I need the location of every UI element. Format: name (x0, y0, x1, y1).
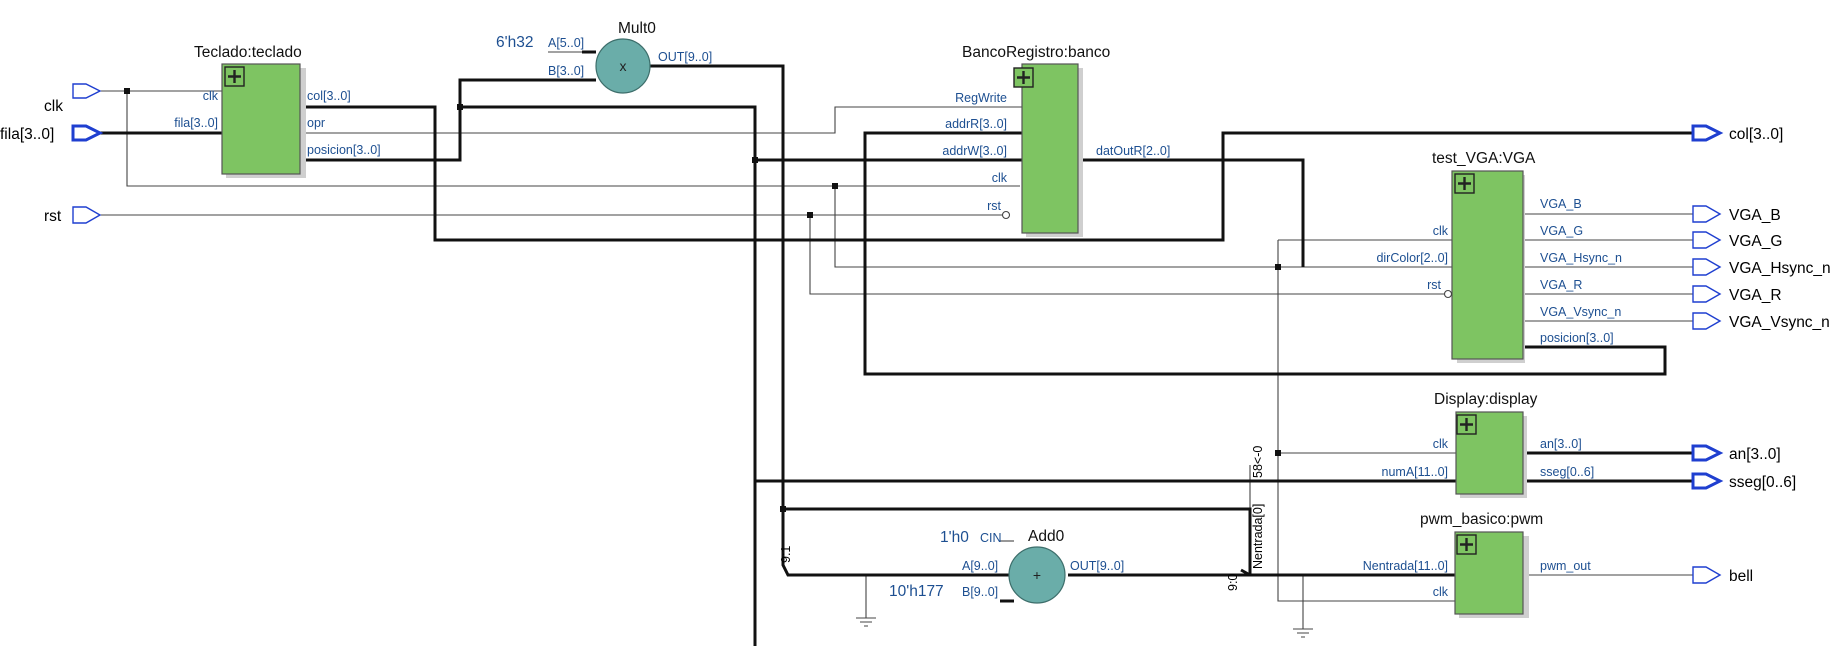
bus-wires (100, 50, 1693, 646)
svg-text:dirColor[2..0]: dirColor[2..0] (1376, 251, 1448, 265)
svg-text:B[9..0]: B[9..0] (962, 585, 998, 599)
output-pin-an[interactable]: an[3..0] (1691, 444, 1781, 463)
thin-wires (86, 51, 1693, 629)
svg-text:VGA_Vsync_n: VGA_Vsync_n (1729, 314, 1830, 331)
svg-text:an[3..0]: an[3..0] (1540, 437, 1582, 451)
svg-text:BancoRegistro:banco: BancoRegistro:banco (962, 44, 1110, 61)
svg-text:VGA_B: VGA_B (1729, 207, 1781, 224)
svg-text:fila[3..0]: fila[3..0] (0, 126, 54, 143)
svg-text:CIN: CIN (980, 531, 1002, 545)
svg-text:Mult0: Mult0 (618, 20, 656, 37)
svg-text:bell: bell (1729, 568, 1753, 585)
svg-text:pwm_basico:pwm: pwm_basico:pwm (1420, 511, 1543, 528)
svg-text:Nentrada[11..0]: Nentrada[11..0] (1363, 559, 1448, 573)
expand-icon[interactable] (1013, 67, 1034, 88)
input-pin-rst[interactable]: rst (44, 206, 102, 225)
expand-icon[interactable] (224, 66, 245, 87)
svg-text:Teclado:teclado: Teclado:teclado (194, 44, 302, 61)
svg-text:sseg[0..6]: sseg[0..6] (1729, 474, 1796, 491)
svg-text:OUT[9..0]: OUT[9..0] (1070, 559, 1124, 573)
svg-text:Display:display: Display:display (1434, 391, 1538, 408)
svg-text:rst: rst (44, 208, 62, 225)
shift-label: 58<-0 (1251, 446, 1265, 478)
expand-icon[interactable] (1456, 414, 1477, 435)
svg-text:col[3..0]: col[3..0] (307, 89, 351, 103)
svg-text:6'h32: 6'h32 (496, 34, 533, 51)
svg-text:Add0: Add0 (1028, 528, 1065, 545)
block-banco-registro[interactable]: BancoRegistro:banco RegWrite addrR[3..0]… (942, 44, 1170, 237)
svg-text:VGA_Vsync_n: VGA_Vsync_n (1540, 305, 1621, 319)
svg-text:VGA_R: VGA_R (1729, 287, 1782, 304)
svg-text:test_VGA:VGA: test_VGA:VGA (1432, 150, 1536, 167)
svg-text:OUT[9..0]: OUT[9..0] (658, 50, 712, 64)
ground-symbol (856, 617, 876, 627)
svg-text:posicion[3..0]: posicion[3..0] (1540, 331, 1614, 345)
output-pin-bell[interactable]: bell (1692, 566, 1753, 585)
svg-text:rst: rst (987, 199, 1001, 213)
svg-text:numA[11..0]: numA[11..0] (1382, 465, 1448, 479)
output-pin-vga-vsync[interactable]: VGA_Vsync_n (1692, 312, 1830, 331)
svg-text:rst: rst (1427, 278, 1441, 292)
nentrada-tap-label: Nentrada[0] (1251, 504, 1265, 569)
input-pin-fila[interactable]: fila[3..0] (0, 124, 104, 143)
svg-text:addrR[3..0]: addrR[3..0] (945, 117, 1007, 131)
operator-mult0[interactable]: Mult0 x 6'h32 A[5..0] B[3..0] OUT[9..0] (496, 20, 712, 94)
svg-text:fila[3..0]: fila[3..0] (174, 116, 218, 130)
svg-text:VGA_Hsync_n: VGA_Hsync_n (1540, 251, 1622, 265)
svg-text:posicion[3..0]: posicion[3..0] (307, 143, 381, 157)
svg-text:an[3..0]: an[3..0] (1729, 446, 1781, 463)
block-teclado[interactable]: Teclado:teclado clk fila[3..0] col[3..0]… (174, 44, 381, 178)
operator-add0[interactable]: Add0 + 1'h0 CIN A[9..0] 10'h177 B[9..0] … (889, 528, 1124, 604)
svg-text:RegWrite: RegWrite (955, 91, 1007, 105)
svg-text:sseg[0..6]: sseg[0..6] (1540, 465, 1594, 479)
block-pwm-basico[interactable]: pwm_basico:pwm Nentrada[11..0] clk pwm_o… (1363, 511, 1591, 618)
svg-text:VGA_G: VGA_G (1540, 224, 1583, 238)
output-pin-vga-hsync[interactable]: VGA_Hsync_n (1692, 258, 1831, 277)
svg-text:VGA_G: VGA_G (1729, 233, 1782, 250)
svg-text:A[9..0]: A[9..0] (962, 559, 998, 573)
svg-text:clk: clk (203, 89, 219, 103)
block-display[interactable]: Display:display clk numA[11..0] an[3..0]… (1382, 391, 1595, 498)
svg-text:10'h177: 10'h177 (889, 583, 944, 600)
svg-text:datOutR[2..0]: datOutR[2..0] (1096, 144, 1170, 158)
svg-text:B[3..0]: B[3..0] (548, 64, 584, 78)
svg-text:VGA_Hsync_n: VGA_Hsync_n (1729, 260, 1831, 277)
output-pin-col[interactable]: col[3..0] (1691, 124, 1783, 143)
svg-text:1'h0: 1'h0 (940, 529, 969, 546)
svg-text:col[3..0]: col[3..0] (1729, 126, 1783, 143)
junction-dots (124, 88, 1281, 512)
svg-text:addrW[3..0]: addrW[3..0] (942, 144, 1007, 158)
bus-slice-label: 9:1 (779, 546, 793, 563)
ground-symbol (1293, 628, 1313, 638)
expand-icon[interactable] (1456, 534, 1477, 555)
svg-text:clk: clk (44, 98, 63, 115)
svg-text:clk: clk (992, 171, 1008, 185)
bus-slice-label: 9:0 (1226, 574, 1240, 591)
output-pin-vga-b[interactable]: VGA_B (1692, 205, 1781, 224)
block-test-vga[interactable]: test_VGA:VGA clk dirColor[2..0] rst VGA_… (1376, 150, 1622, 363)
plus-symbol: + (1033, 567, 1041, 583)
svg-text:VGA_B: VGA_B (1540, 197, 1582, 211)
expand-icon[interactable] (1454, 173, 1475, 194)
svg-text:A[5..0]: A[5..0] (548, 36, 584, 50)
output-pin-sseg[interactable]: sseg[0..6] (1691, 472, 1796, 491)
svg-text:pwm_out: pwm_out (1540, 559, 1591, 573)
svg-text:clk: clk (1433, 585, 1449, 599)
input-pin-clk[interactable]: clk (44, 83, 102, 115)
svg-text:opr: opr (307, 116, 325, 130)
output-pin-vga-g[interactable]: VGA_G (1692, 231, 1782, 250)
multiply-symbol: x (620, 58, 627, 74)
svg-text:clk: clk (1433, 224, 1449, 238)
svg-text:clk: clk (1433, 437, 1449, 451)
svg-text:VGA_R: VGA_R (1540, 278, 1582, 292)
output-pin-vga-r[interactable]: VGA_R (1692, 285, 1782, 304)
